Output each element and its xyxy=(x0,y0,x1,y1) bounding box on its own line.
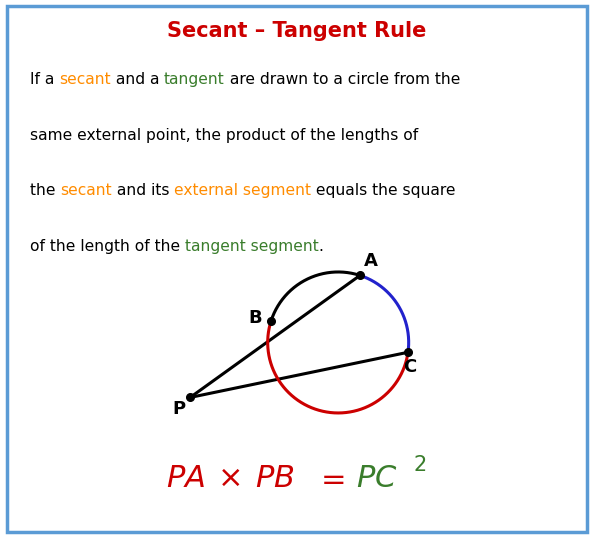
Text: same external point, the product of the lengths of: same external point, the product of the … xyxy=(30,128,418,143)
Text: Secant – Tangent Rule: Secant – Tangent Rule xyxy=(168,21,426,41)
Text: and a: and a xyxy=(110,72,164,87)
Text: $\times$: $\times$ xyxy=(217,464,241,493)
Text: $\mathit{PA}$: $\mathit{PA}$ xyxy=(166,464,206,493)
Text: $=$: $=$ xyxy=(314,464,345,493)
Text: $2$: $2$ xyxy=(413,455,426,475)
Text: $\mathit{PC}$: $\mathit{PC}$ xyxy=(356,464,398,493)
Text: P: P xyxy=(173,400,186,418)
Text: and its: and its xyxy=(112,183,174,199)
Text: the: the xyxy=(30,183,60,199)
Text: equals the square: equals the square xyxy=(311,183,456,199)
Text: external segment: external segment xyxy=(174,183,311,199)
Text: A: A xyxy=(364,252,377,270)
Text: are drawn to a circle from the: are drawn to a circle from the xyxy=(225,72,460,87)
Text: $\mathit{PB}$: $\mathit{PB}$ xyxy=(255,464,295,493)
Text: If a: If a xyxy=(30,72,59,87)
Text: tangent segment: tangent segment xyxy=(185,239,318,254)
Text: B: B xyxy=(248,309,262,327)
Text: secant: secant xyxy=(60,183,112,199)
Text: secant: secant xyxy=(59,72,110,87)
Text: tangent: tangent xyxy=(164,72,225,87)
Text: of the length of the: of the length of the xyxy=(30,239,185,254)
Text: C: C xyxy=(403,358,416,376)
Text: .: . xyxy=(318,239,323,254)
